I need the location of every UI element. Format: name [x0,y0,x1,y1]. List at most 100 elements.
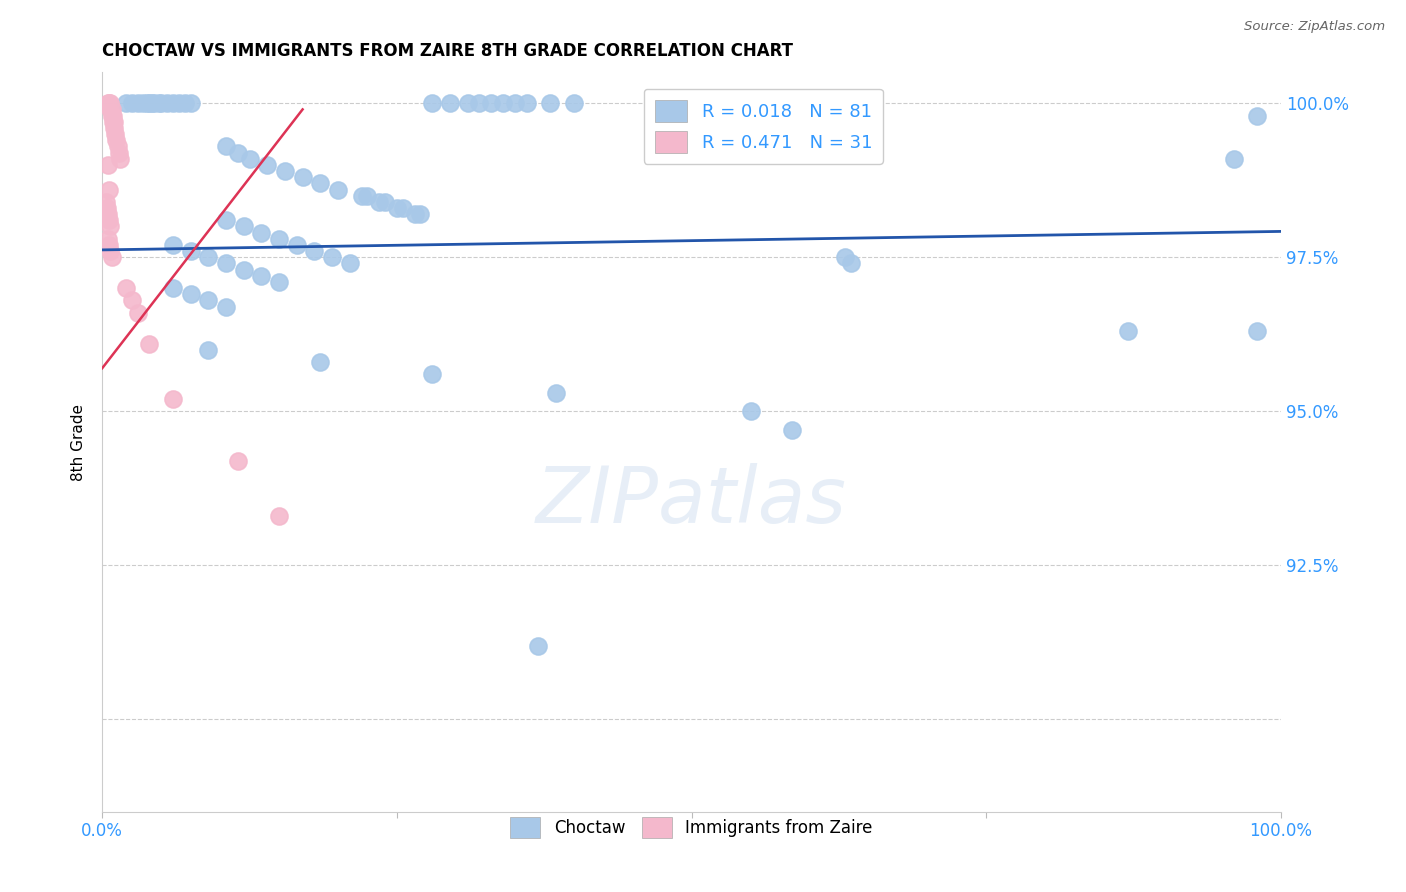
Point [391,201,413,215]
Point [385,201,408,215]
Point [374,194,396,209]
Point [148,96,170,111]
Point [309,177,332,191]
Point [232,262,254,277]
Point [105,133,128,147]
Point [562,96,585,111]
Point [250,226,273,240]
Point [492,96,515,111]
Point [409,207,432,221]
Point [100,219,122,234]
Text: CHOCTAW VS IMMIGRANTS FROM ZAIRE 8TH GRADE CORRELATION CHART: CHOCTAW VS IMMIGRANTS FROM ZAIRE 8TH GRA… [103,42,793,60]
Point [138,96,160,111]
Point [256,158,278,172]
Point [98,182,121,196]
Point [274,164,297,178]
Legend: Choctaw, Immigrants from Zaire: Choctaw, Immigrants from Zaire [503,811,879,844]
Point [94,194,117,209]
Point [101,109,124,123]
Point [479,96,502,111]
Point [538,96,561,111]
Point [103,114,125,128]
Point [100,250,122,264]
Point [127,306,149,320]
Point [180,287,202,301]
Point [162,392,184,406]
Point [309,355,332,369]
Point [1246,109,1268,123]
Point [544,385,567,400]
Point [98,96,121,111]
Point [98,238,121,252]
Point [267,509,290,524]
Point [356,188,378,202]
Point [215,139,238,153]
Point [226,453,249,467]
Point [143,96,166,111]
Point [197,293,219,308]
Point [215,256,238,270]
Point [285,238,308,252]
Point [250,268,273,283]
Point [516,96,538,111]
Point [197,343,219,357]
Point [96,201,118,215]
Y-axis label: 8th Grade: 8th Grade [72,404,86,481]
Point [468,96,491,111]
Point [107,139,129,153]
Point [107,145,129,160]
Point [150,96,173,111]
Point [304,244,326,259]
Point [101,114,124,128]
Point [108,152,131,166]
Point [104,127,127,141]
Point [834,250,856,264]
Point [162,281,184,295]
Point [127,96,149,111]
Point [121,293,143,308]
Point [114,96,136,111]
Point [404,207,426,221]
Point [291,170,314,185]
Point [162,96,184,111]
Point [100,109,122,123]
Point [326,182,349,196]
Point [121,96,143,111]
Point [457,96,479,111]
Point [103,120,125,135]
Point [503,96,526,111]
Point [132,96,155,111]
Point [226,145,249,160]
Point [156,96,179,111]
Point [180,244,202,259]
Point [141,96,163,111]
Text: ZIPatlas: ZIPatlas [536,463,846,540]
Point [162,238,184,252]
Point [100,103,122,117]
Point [232,219,254,234]
Point [1116,324,1139,338]
Point [136,96,159,111]
Point [180,96,202,111]
Point [740,404,762,418]
Point [100,103,122,117]
Point [350,188,373,202]
Point [439,96,461,111]
Point [98,213,121,227]
Point [267,275,290,289]
Point [114,281,136,295]
Point [197,250,219,264]
Point [1223,152,1246,166]
Text: Source: ZipAtlas.com: Source: ZipAtlas.com [1244,20,1385,33]
Point [339,256,361,270]
Point [839,256,862,270]
Point [780,423,803,437]
Point [267,232,290,246]
Point [321,250,343,264]
Point [498,823,520,838]
Point [100,244,122,259]
Point [97,158,120,172]
Point [138,336,160,351]
Point [167,96,190,111]
Point [215,213,238,227]
